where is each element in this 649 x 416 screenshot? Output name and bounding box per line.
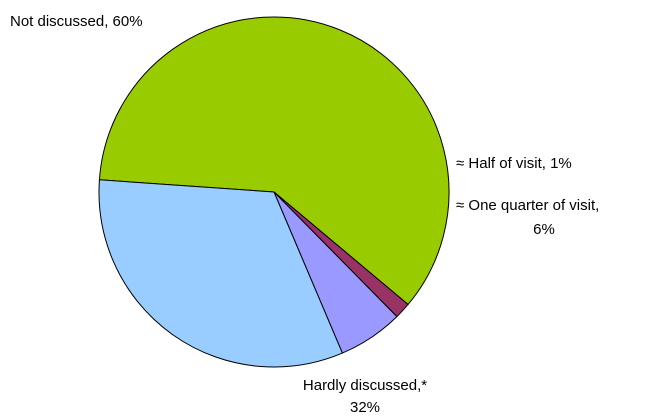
slice-not-discussed [98,16,450,306]
slice-label-one-quarter-of-visit: ≈ One quarter of visit, [456,197,599,214]
pie-slices [98,16,450,368]
slice-label-one-quarter-of-visit-pct: 6% [533,221,555,238]
slice-label-hardly-discussed-pct: 32% [350,399,380,416]
slice-label-half-of-visit: ≈ Half of visit, 1% [456,155,572,172]
slice-hardly-discussed [98,179,344,368]
slice-label-hardly-discussed: Hardly discussed,* [303,377,427,394]
pie-labels: Not discussed, 60% ≈ Half of visit, 1% ≈… [10,13,599,416]
slice-label-not-discussed: Not discussed, 60% [10,13,143,30]
